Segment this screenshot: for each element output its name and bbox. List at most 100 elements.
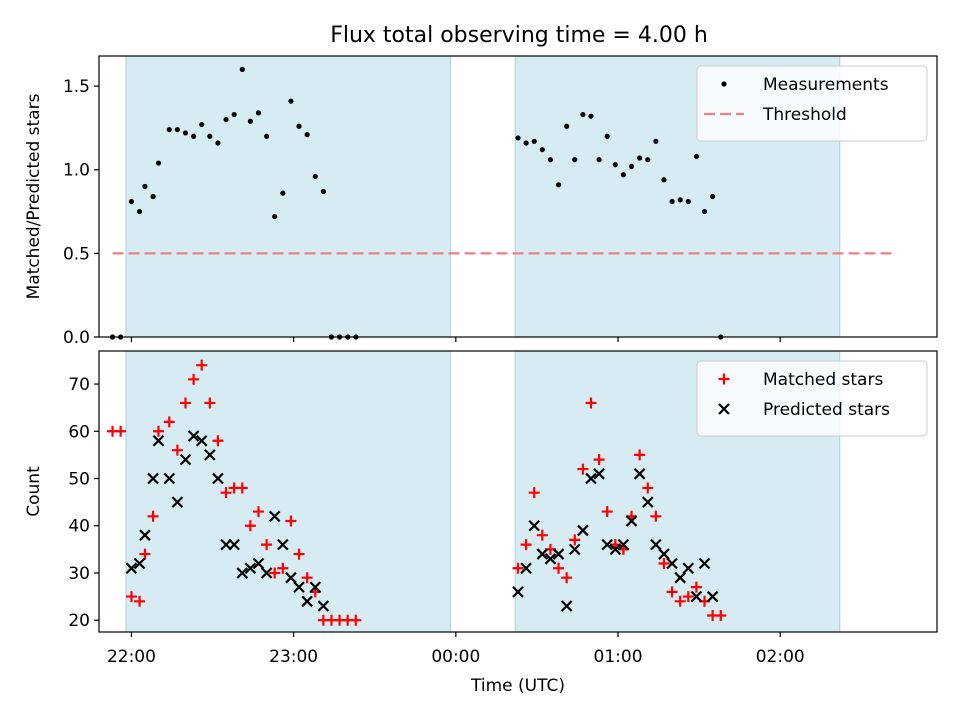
- legend-box: [696, 65, 928, 142]
- observing-window-shade: [126, 351, 451, 632]
- predicted-stars-point: [674, 571, 686, 584]
- predicted-stars-point: [666, 557, 678, 570]
- matched-stars-point: [152, 425, 164, 437]
- bottom-panel: 20 30 40 50 60 70 Count 22:00 23:00 00:00 01:00 02:…: [24, 350, 938, 696]
- predicted-stars-point: [268, 510, 281, 523]
- predicted-stars-point: [152, 434, 165, 447]
- chart-title: Flux total observing time = 4.00 h: [330, 23, 708, 48]
- x-axis-label: Time (UTC): [470, 676, 565, 696]
- predicted-stars-point: [317, 600, 330, 612]
- legend: Matched stars Predicted stars: [696, 360, 928, 437]
- legend-label: Measurements: [763, 75, 889, 95]
- measurement-point: [272, 213, 278, 220]
- matched-stars-point: [666, 586, 678, 598]
- predicted-stars-point: [212, 472, 224, 485]
- measurement-point: [588, 113, 594, 119]
- predicted-stars-point: [285, 571, 297, 584]
- x-tick-label: 00:00: [431, 647, 480, 667]
- matched-stars-point: [715, 609, 727, 621]
- matched-stars-point: [585, 397, 597, 409]
- predicted-stars-point: [650, 538, 662, 551]
- matched-stars-point: [577, 463, 589, 475]
- predicted-stars-point: [617, 538, 630, 551]
- measurement-point: [207, 133, 213, 139]
- measurement-point: [215, 140, 221, 146]
- measurement-point: [255, 110, 262, 116]
- matched-stars-point: [212, 435, 224, 447]
- measurement-point: [239, 66, 245, 72]
- measurement-point: [155, 160, 162, 166]
- predicted-stars-point: [682, 562, 695, 575]
- legend-marker-plus: [718, 373, 730, 385]
- matched-stars-point: [528, 487, 540, 499]
- measurement-point: [710, 193, 716, 200]
- predicted-stars-point: [520, 562, 532, 575]
- matched-stars-point: [125, 591, 137, 603]
- matched-stars-point: [553, 562, 565, 574]
- matched-stars-point: [171, 444, 183, 456]
- matched-stars-point: [163, 416, 175, 428]
- measurement-point: [531, 138, 537, 144]
- matched-stars-point: [236, 482, 248, 494]
- axes-frame: [98, 55, 938, 338]
- matched-stars-point: [658, 558, 670, 570]
- predicted-stars-point: [252, 557, 265, 570]
- measurement-point: [653, 138, 659, 144]
- matched-stars-point: [690, 581, 702, 593]
- predicted-stars-point: [277, 538, 289, 551]
- matched-stars-point: [536, 529, 548, 541]
- y-tick-label: 0.0: [63, 328, 90, 348]
- axes-frame: [98, 350, 938, 633]
- matched-stars-point: [285, 515, 297, 527]
- predicted-stars-point: [641, 496, 654, 508]
- predicted-stars-point: [147, 472, 159, 485]
- measurement-point: [555, 182, 562, 188]
- predicted-stars-point: [528, 519, 540, 532]
- y-tick-label: 60: [68, 422, 90, 442]
- predicted-stars-point: [204, 449, 216, 461]
- matched-stars-point: [569, 534, 581, 546]
- matched-stars-point: [642, 482, 654, 494]
- y-tick-label: 1.0: [63, 161, 90, 181]
- measurement-point: [128, 198, 135, 205]
- matched-stars-point: [520, 539, 532, 551]
- measurement-point: [296, 123, 302, 129]
- x-tick-label: 23:00: [269, 647, 318, 667]
- measurement-point: [523, 140, 529, 146]
- predicted-stars-point: [706, 590, 719, 603]
- predicted-stars-point: [163, 472, 176, 485]
- matched-stars-point: [650, 510, 662, 522]
- matched-stars-point: [593, 454, 605, 466]
- measurement-point: [288, 98, 294, 104]
- measurement-point: [182, 130, 189, 136]
- matched-stars-point: [261, 539, 273, 551]
- measurement-point: [580, 111, 586, 118]
- predicted-stars-point: [698, 557, 711, 570]
- predicted-stars-point: [228, 538, 240, 551]
- measurement-point: [199, 121, 205, 128]
- predicted-stars-point: [536, 548, 549, 560]
- measurement-point: [669, 198, 675, 205]
- predicted-stars-point: [293, 581, 305, 593]
- matched-stars-point: [115, 425, 127, 437]
- matched-stars-point: [139, 548, 151, 560]
- matched-stars-point: [277, 562, 289, 574]
- measurement-point: [136, 208, 143, 215]
- matched-stars-point: [512, 562, 524, 574]
- predicted-stars-point: [195, 434, 208, 447]
- predicted-stars-point: [593, 468, 605, 480]
- predicted-stars-point: [125, 562, 138, 575]
- measurement-point: [223, 116, 229, 123]
- legend-box: [696, 360, 928, 437]
- matched-stars-point: [674, 595, 686, 607]
- y-tick-label: 30: [68, 564, 90, 584]
- matched-stars-point: [147, 510, 159, 522]
- observing-window-shade: [126, 56, 451, 337]
- legend-label: Threshold: [762, 105, 847, 125]
- predicted-stars-point: [309, 581, 322, 593]
- measurement-point: [685, 198, 691, 205]
- predicted-stars-point: [260, 567, 273, 579]
- measurement-point: [142, 183, 148, 190]
- measurement-point: [628, 163, 635, 169]
- measurement-point: [174, 126, 180, 133]
